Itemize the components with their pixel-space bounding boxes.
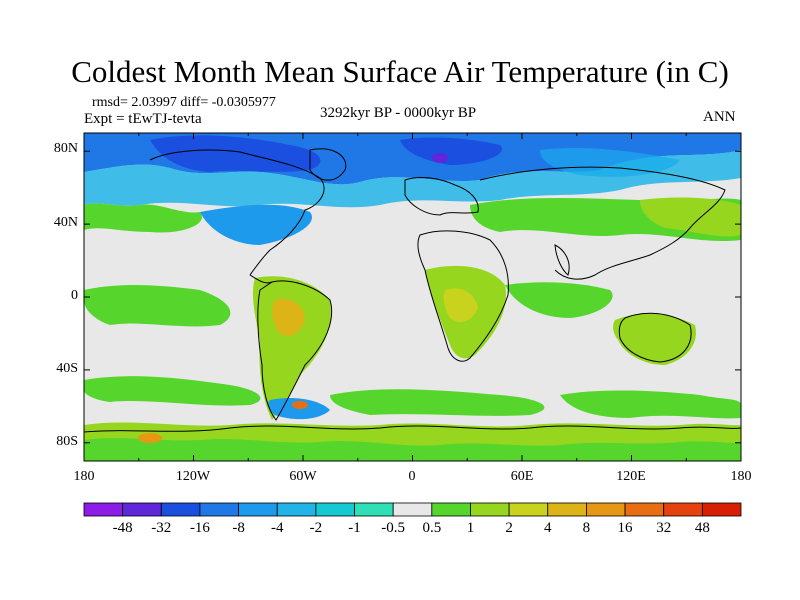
lat-label-80s: 80S bbox=[56, 434, 78, 449]
indian-ocean-green bbox=[505, 282, 613, 318]
colorbar-label: 8 bbox=[582, 520, 591, 536]
australia-coast bbox=[618, 312, 692, 363]
colorbar-label: -32 bbox=[151, 520, 172, 536]
colorbar-swatch bbox=[354, 502, 394, 517]
lon-label-180w: 180 bbox=[73, 469, 95, 484]
coastlines bbox=[84, 148, 741, 433]
colorbar bbox=[83, 502, 742, 517]
lat-label-40s: 40S bbox=[56, 361, 78, 376]
australia-warming bbox=[613, 313, 696, 365]
antarctic-warm-spot bbox=[138, 433, 162, 443]
map-title: Coldest Month Mean Surface Air Temperatu… bbox=[71, 54, 729, 89]
lat-label-40n: 40N bbox=[53, 215, 78, 230]
central-america-coast bbox=[249, 274, 273, 284]
colorbar-label: 2 bbox=[505, 520, 513, 536]
antarctica-coast bbox=[84, 425, 741, 433]
colorbar-label: 4 bbox=[544, 520, 552, 536]
south-america-hot-core bbox=[272, 298, 305, 336]
colorbar-swatch bbox=[276, 502, 317, 517]
tropical-green-band bbox=[84, 285, 231, 327]
antarctic-green bbox=[84, 438, 741, 461]
lat-label-equator: 0 bbox=[71, 288, 78, 303]
greenland-coast bbox=[309, 148, 347, 181]
north-america-cooling bbox=[200, 204, 312, 245]
greenland-minimum bbox=[432, 153, 448, 163]
colorbar-label: -4 bbox=[270, 520, 284, 536]
south-atlantic-green bbox=[330, 389, 545, 416]
colorbar-swatch bbox=[83, 502, 124, 517]
colorbar-swatch bbox=[470, 502, 510, 517]
lat-label-80n: 80N bbox=[53, 141, 78, 156]
season-label: ANN bbox=[703, 109, 736, 125]
colorbar-label: 1 bbox=[466, 520, 475, 536]
colorbar-swatch bbox=[122, 502, 162, 517]
north-america-coast bbox=[149, 149, 325, 276]
time-period-label: 3292kyr BP - 0000kyr BP bbox=[320, 105, 477, 121]
colorbar-swatch bbox=[431, 502, 471, 517]
colorbar-label: 16 bbox=[617, 520, 633, 536]
lon-label-0: 0 bbox=[408, 469, 416, 484]
colorbar-swatch bbox=[160, 502, 201, 517]
colorbar-label: -0.5 bbox=[381, 520, 406, 536]
lon-label-120e: 120E bbox=[616, 469, 646, 484]
lon-label-120w: 120W bbox=[175, 469, 211, 484]
colorbar-swatch bbox=[663, 502, 703, 517]
colorbar-label: -8 bbox=[232, 520, 245, 536]
colorbar-label: -2 bbox=[309, 520, 323, 536]
asia-coast bbox=[479, 166, 726, 280]
south-america-coast bbox=[257, 280, 333, 421]
east-asia-warm bbox=[640, 197, 741, 237]
map-plot-area bbox=[84, 133, 741, 461]
greenland-cooling bbox=[400, 137, 502, 165]
axis-ticks bbox=[83, 133, 742, 461]
europe-coast bbox=[404, 177, 479, 216]
colorbar-label: -48 bbox=[112, 520, 133, 536]
africa-hot-core bbox=[443, 288, 478, 323]
colorbar-swatch bbox=[586, 502, 626, 517]
north-pacific-green bbox=[84, 203, 202, 233]
experiment-label: Expt = tEwTJ-tevta bbox=[84, 111, 202, 127]
colorbar-swatch bbox=[199, 502, 239, 517]
colorbar-swatch bbox=[701, 502, 742, 517]
drake-passage-warm-spot bbox=[292, 401, 308, 409]
lon-label-180e: 180 bbox=[730, 469, 752, 484]
india-coast bbox=[554, 244, 570, 276]
colorbar-swatch bbox=[547, 502, 587, 517]
colorbar-label: 0.5 bbox=[422, 520, 442, 536]
arctic-deep-cooling bbox=[150, 135, 321, 172]
colorbar-swatch bbox=[238, 502, 278, 517]
southern-ocean-green bbox=[84, 376, 261, 406]
colorbar-label: -1 bbox=[348, 520, 361, 536]
colorbar-label: 32 bbox=[656, 520, 672, 536]
africa-coast bbox=[417, 230, 509, 362]
colorbar-swatch bbox=[315, 502, 355, 517]
colorbar-label: -16 bbox=[189, 520, 210, 536]
colorbar-swatch bbox=[508, 502, 549, 517]
southern-indian-green bbox=[560, 390, 741, 419]
lon-label-60w: 60W bbox=[289, 469, 317, 484]
rmsd-diff-stats: rmsd= 2.03997 diff= -0.0305977 bbox=[92, 95, 276, 110]
colorbar-swatch bbox=[624, 502, 665, 517]
colorbar-swatch bbox=[392, 502, 433, 517]
lon-label-60e: 60E bbox=[510, 469, 534, 484]
colorbar-label: 48 bbox=[694, 520, 710, 536]
